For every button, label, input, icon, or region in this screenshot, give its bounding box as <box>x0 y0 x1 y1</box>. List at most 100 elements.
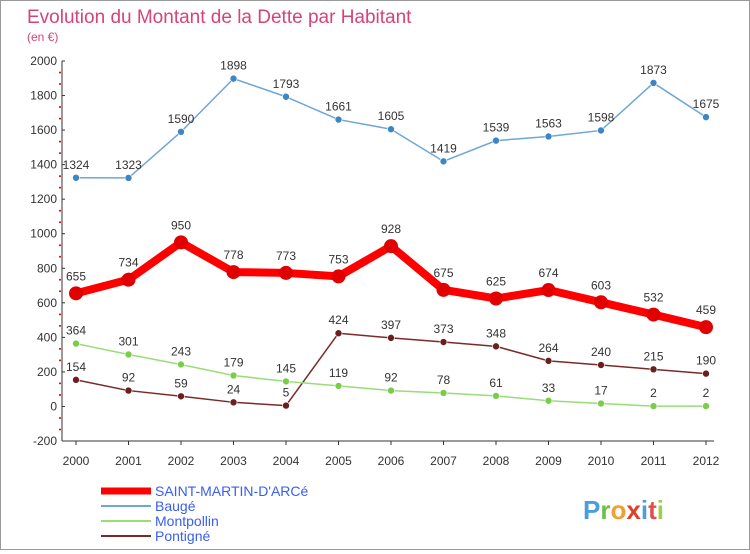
y-minor-tick <box>59 175 61 178</box>
x-tick-label: 2010 <box>588 454 615 468</box>
data-label: 364 <box>66 324 86 338</box>
data-label: 2 <box>650 386 657 400</box>
data-point <box>334 382 343 390</box>
data-label: 1539 <box>483 121 510 135</box>
data-point <box>649 365 658 374</box>
data-point <box>436 282 451 297</box>
x-tick-label: 2002 <box>168 454 195 468</box>
data-label: 773 <box>276 249 296 263</box>
x-tick-label: 2009 <box>535 454 562 468</box>
data-point <box>387 125 395 134</box>
data-label: 1873 <box>640 63 667 77</box>
data-label: 179 <box>223 356 243 370</box>
y-tick-label: 1000 <box>30 227 57 241</box>
x-tick-label: 2007 <box>430 454 457 468</box>
y-minor-tick <box>59 416 61 419</box>
data-point <box>649 79 658 87</box>
data-point <box>69 286 83 301</box>
data-label: 145 <box>276 361 296 375</box>
logo-letter: P <box>583 495 600 525</box>
x-tick-label: 2003 <box>220 454 247 468</box>
data-label: 950 <box>171 218 191 232</box>
data-label: 92 <box>122 371 136 385</box>
legend-label: Pontigné <box>155 528 210 544</box>
data-label: 264 <box>538 341 558 355</box>
data-point <box>594 295 608 310</box>
data-label: 424 <box>328 313 348 327</box>
y-minor-tick <box>59 255 61 258</box>
data-label: 397 <box>381 318 401 332</box>
y-minor-tick <box>59 83 61 86</box>
chart-subtitle: (en €) <box>27 30 58 44</box>
data-label: 2 <box>703 386 710 400</box>
data-label: 190 <box>696 354 716 368</box>
data-label: 154 <box>66 360 86 374</box>
data-point <box>439 157 448 166</box>
data-point <box>72 173 80 182</box>
data-point <box>597 361 605 369</box>
data-label: 78 <box>437 373 451 387</box>
data-point <box>384 239 398 254</box>
data-label: 1324 <box>63 158 90 172</box>
y-tick-label: 800 <box>37 261 57 275</box>
data-label: 1793 <box>273 77 300 91</box>
data-point <box>702 113 710 121</box>
data-point <box>702 402 710 410</box>
data-label: 1675 <box>693 97 720 111</box>
data-point <box>124 350 133 359</box>
x-tick-label: 2004 <box>273 454 300 468</box>
data-point <box>124 174 133 182</box>
data-point <box>439 338 448 346</box>
data-label: 240 <box>591 345 611 359</box>
series-line-saint-martin-d-arc- <box>74 238 707 332</box>
data-point <box>702 369 710 378</box>
y-tick-label: 600 <box>37 296 57 310</box>
data-point <box>699 320 713 335</box>
data-point <box>282 377 290 386</box>
x-tick-label: 2000 <box>63 454 90 468</box>
data-point <box>177 392 185 401</box>
data-point <box>387 334 395 342</box>
data-point <box>492 136 500 145</box>
data-label: 5 <box>283 386 290 400</box>
data-label: 734 <box>118 256 138 270</box>
data-point <box>544 396 553 405</box>
logo-letter: r <box>600 495 610 525</box>
y-tick-label: 1200 <box>30 192 57 206</box>
data-label: 1590 <box>168 112 195 126</box>
x-tick-label: 2006 <box>378 454 405 468</box>
y-minor-tick <box>59 117 61 120</box>
data-point <box>334 329 343 338</box>
y-tick-label: 1400 <box>30 158 57 172</box>
logo-letter: x <box>626 495 641 525</box>
y-minor-tick <box>59 221 61 224</box>
logo-letter: o <box>610 495 626 525</box>
data-label: 532 <box>643 291 663 305</box>
y-tick-label: 200 <box>37 365 57 379</box>
data-point <box>279 265 293 280</box>
data-point <box>646 307 661 322</box>
data-point <box>544 132 553 141</box>
y-minor-tick <box>59 382 61 385</box>
x-tick-label: 2012 <box>693 454 720 468</box>
y-minor-tick <box>59 244 61 247</box>
data-point <box>226 265 241 280</box>
data-label: 301 <box>118 334 138 348</box>
data-label: 215 <box>643 349 663 363</box>
data-label: 24 <box>227 382 241 396</box>
data-label: 928 <box>381 222 401 236</box>
data-label: 373 <box>433 322 453 336</box>
data-label: 655 <box>66 269 86 283</box>
data-label: 625 <box>486 275 506 289</box>
legend-label: Baugé <box>155 498 196 514</box>
data-point <box>124 386 133 395</box>
data-point <box>331 269 346 284</box>
data-label: 243 <box>171 344 191 358</box>
y-minor-tick <box>59 313 61 316</box>
logo-letter: i <box>641 495 648 525</box>
y-minor-tick <box>59 347 61 350</box>
data-label: 1598 <box>588 110 615 124</box>
y-tick-label: -200 <box>33 434 57 448</box>
